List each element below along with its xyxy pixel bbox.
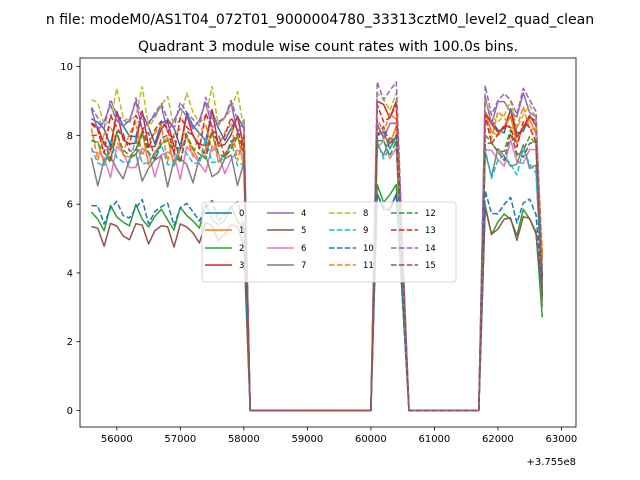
legend-label-6: 6 xyxy=(301,244,306,254)
x-tick-label: 56000 xyxy=(101,434,133,445)
x-tick-label: 61000 xyxy=(418,434,450,445)
x-axis-offset-label: +3.755e8 xyxy=(526,457,576,468)
legend-label-1: 1 xyxy=(239,226,244,236)
x-tick-label: 60000 xyxy=(355,434,387,445)
y-tick-label: 10 xyxy=(60,62,73,73)
series-line-12 xyxy=(91,129,544,412)
series-line-9 xyxy=(90,137,544,412)
axes-frame xyxy=(79,57,577,428)
legend-label-8: 8 xyxy=(363,209,368,219)
y-tick-label: 2 xyxy=(67,337,73,348)
series-line-7 xyxy=(90,136,544,412)
series-line-15 xyxy=(91,125,544,412)
legend-label-14: 14 xyxy=(425,244,436,254)
legend-label-4: 4 xyxy=(301,209,306,219)
y-tick-label: 8 xyxy=(67,131,73,142)
legend-box xyxy=(201,201,457,283)
series-line-8 xyxy=(91,85,544,412)
legend-label-12: 12 xyxy=(425,209,436,219)
legend-label-0: 0 xyxy=(239,209,244,219)
legend-label-13: 13 xyxy=(425,226,436,236)
y-axis: 0 2 4 6 8 10 xyxy=(60,62,80,417)
x-tick-label: 63000 xyxy=(545,434,577,445)
legend-label-3: 3 xyxy=(239,261,244,271)
x-tick-label: 59000 xyxy=(291,434,323,445)
legend-label-7: 7 xyxy=(301,261,306,271)
legend-label-10: 10 xyxy=(363,244,374,254)
y-tick-label: 6 xyxy=(67,200,73,211)
x-tick-label: 58000 xyxy=(228,434,260,445)
legend-label-9: 9 xyxy=(363,226,368,236)
x-tick-label: 62000 xyxy=(482,434,514,445)
series-line-13 xyxy=(90,103,544,412)
series-line-14 xyxy=(90,81,544,412)
legend-label-11: 11 xyxy=(363,261,374,271)
x-axis: 56000 57000 58000 59000 60000 61000 62000 63000 xyxy=(101,427,577,445)
series-line-11 xyxy=(90,105,544,412)
figure-suptitle: n file: modeM0/AS1T04_072T01_9000004780_… xyxy=(46,12,594,28)
y-tick-label: 4 xyxy=(67,268,73,279)
y-tick-label: 0 xyxy=(67,406,73,417)
legend-label-2: 2 xyxy=(239,244,244,254)
chart-title: Quadrant 3 module wise count rates with … xyxy=(138,39,518,55)
legend-label-15: 15 xyxy=(425,261,436,271)
series-layer xyxy=(90,81,544,412)
legend-label-5: 5 xyxy=(301,226,306,236)
x-tick-label: 57000 xyxy=(164,434,196,445)
